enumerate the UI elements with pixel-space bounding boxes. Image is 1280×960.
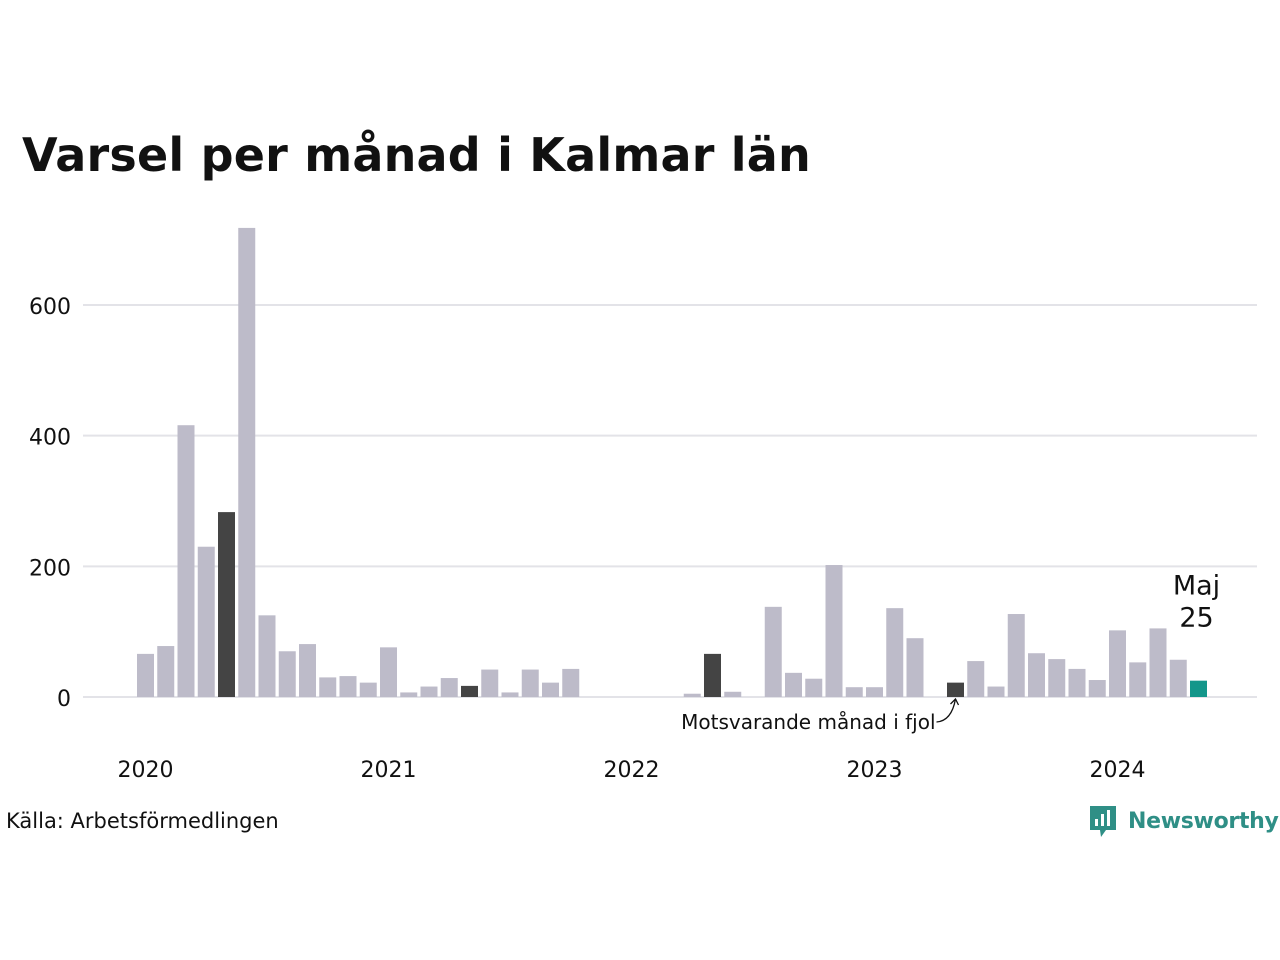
bar: [400, 692, 418, 697]
bar-current-month: [1190, 680, 1207, 697]
current-value-label: 25: [1179, 603, 1213, 634]
bar: [278, 651, 296, 697]
brand-logo: Newsworthy: [1088, 804, 1279, 838]
bar: [380, 647, 397, 697]
bar-same-month-previous-year: [947, 682, 964, 697]
y-tick-label: 600: [29, 295, 71, 320]
bar: [1007, 614, 1025, 697]
bar: [825, 565, 843, 697]
bar: [967, 661, 985, 697]
bar: [1129, 662, 1147, 697]
bar: [339, 676, 357, 697]
bar-same-month-previous-year: [461, 685, 478, 697]
bar: [319, 677, 337, 697]
bar: [764, 606, 782, 697]
x-tick-label: 2021: [361, 758, 417, 783]
bar: [238, 227, 256, 697]
bar: [785, 672, 802, 697]
bar: [845, 687, 863, 697]
previous-year-arrowhead: [950, 697, 960, 706]
bar-chart: 0 200 400 600 2020 2021 2022 2023 2024 Maj 25 M…: [29, 227, 1257, 783]
bar: [521, 669, 539, 697]
bars: [137, 227, 1207, 697]
bar: [1028, 653, 1045, 697]
y-tick-label: 0: [57, 687, 71, 712]
bar: [501, 692, 519, 697]
bar: [866, 687, 883, 697]
x-tick-label: 2024: [1090, 758, 1146, 783]
current-month-label: Maj: [1173, 571, 1220, 602]
previous-year-arrow: [936, 698, 957, 723]
bar: [805, 678, 823, 697]
bar-same-month-previous-year: [704, 653, 721, 697]
bar: [906, 638, 924, 697]
y-tick-label: 200: [29, 556, 71, 581]
bar: [886, 608, 904, 697]
bar: [481, 669, 499, 697]
bar: [1068, 668, 1086, 697]
bar: [724, 691, 742, 697]
previous-year-label: Motsvarande månad i fjol: [681, 710, 935, 734]
x-tick-label: 2022: [604, 758, 660, 783]
bar: [1088, 680, 1106, 697]
y-axis-ticks: 0 200 400 600: [29, 295, 71, 712]
bar: [542, 682, 559, 697]
bar: [258, 615, 276, 697]
bar: [420, 686, 438, 697]
x-axis-ticks: 2020 2021 2022 2023 2024: [118, 758, 1146, 783]
bar: [1109, 630, 1126, 697]
bar: [359, 682, 377, 697]
bar: [440, 678, 458, 697]
newsworthy-logo-icon: [1090, 806, 1116, 837]
brand-name: Newsworthy: [1128, 808, 1279, 834]
annotations: Maj 25 Motsvarande månad i fjol: [681, 571, 1220, 734]
bar: [157, 646, 175, 697]
bar: [177, 425, 195, 697]
bar: [1149, 628, 1167, 697]
bar: [137, 653, 154, 697]
bar: [197, 546, 215, 697]
bar: [562, 668, 580, 697]
bar: [683, 693, 701, 697]
bar: [987, 686, 1005, 697]
bar: [1048, 659, 1066, 697]
bar-same-month-previous-year: [218, 512, 235, 697]
bar: [1169, 659, 1187, 697]
x-tick-label: 2020: [118, 758, 174, 783]
y-tick-label: 400: [29, 426, 71, 451]
bar: [299, 644, 316, 697]
source-label: Källa: Arbetsförmedlingen: [6, 809, 279, 833]
x-tick-label: 2023: [847, 758, 903, 783]
chart-title: Varsel per månad i Kalmar län: [22, 128, 811, 182]
